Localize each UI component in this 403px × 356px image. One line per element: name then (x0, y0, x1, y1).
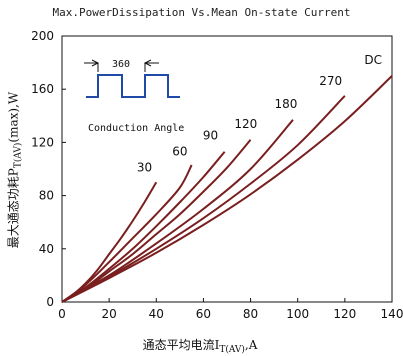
y-tick-label: 200 (31, 29, 54, 43)
curve-270 (61, 95, 346, 303)
x-tick-label: 0 (58, 307, 66, 321)
y-tick-label: 80 (39, 189, 54, 203)
waveform-icon (86, 74, 180, 98)
curve-60 (61, 164, 193, 303)
arrow-right-icon (84, 59, 100, 67)
x-tick-label: 20 (102, 307, 117, 321)
inset-caption: Conduction Angle (88, 123, 184, 134)
arrow-left-icon (143, 59, 159, 67)
curve-label-90: 90 (203, 129, 218, 143)
y-tick-label: 120 (31, 135, 54, 149)
plot-frame (61, 35, 393, 303)
angle-label: 360 (112, 59, 130, 70)
conduction-angle-inset: 360 Conduction Angle (84, 59, 184, 134)
y-tick-label: 160 (31, 82, 54, 96)
curve-label-180: 180 (274, 97, 297, 111)
x-tick-label: 140 (381, 307, 403, 321)
curve-labels: 30 60 90 120 180 270 DC (137, 53, 382, 175)
curve-label-30: 30 (137, 161, 152, 175)
curve-30 (61, 181, 158, 303)
curves (61, 75, 393, 303)
x-tick-label: 120 (333, 307, 356, 321)
curve-label-270: 270 (319, 74, 342, 88)
x-tick-label: 60 (196, 307, 211, 321)
curve-label-60: 60 (172, 145, 187, 159)
axis-ticks: 0 20 40 60 80 100 120 140 0 40 80 120 160 200 (31, 29, 403, 321)
x-tick-label: 40 (149, 307, 164, 321)
x-tick-label: 80 (243, 307, 258, 321)
curve-dc (61, 75, 393, 303)
curve-90 (61, 151, 226, 303)
x-tick-label: 100 (286, 307, 309, 321)
curve-180 (61, 119, 294, 303)
x-axis-label: 通态平均电流IT(AV),A (142, 338, 258, 355)
chart-title: Max.PowerDissipation Vs.Mean On-state Cu… (52, 6, 351, 19)
curve-label-dc: DC (364, 53, 382, 67)
y-tick-label: 0 (46, 295, 54, 309)
curve-120 (61, 139, 252, 303)
curve-label-120: 120 (234, 117, 257, 131)
y-tick-label: 40 (39, 242, 54, 256)
